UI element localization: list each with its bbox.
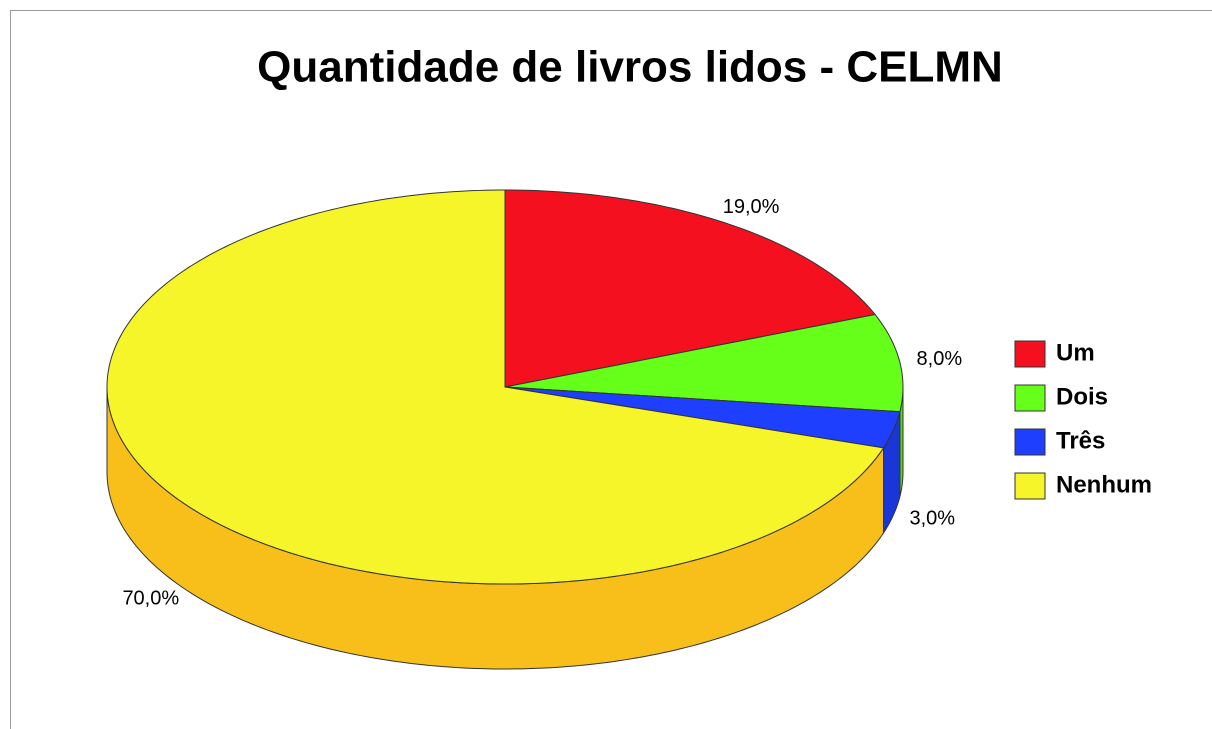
legend-label: Dois: [1056, 383, 1108, 410]
pie-slice: [504, 189, 876, 388]
pie-tops: [106, 189, 904, 585]
legend-swatch: [1014, 428, 1046, 456]
data-label: 19,0%: [723, 196, 780, 218]
data-label: 3,0%: [909, 508, 955, 530]
legend-label: Um: [1056, 339, 1095, 366]
data-label: 70,0%: [122, 588, 179, 610]
legend-swatch: [1014, 384, 1046, 412]
legend-label: Nenhum: [1056, 471, 1152, 498]
legend-swatch: [1014, 472, 1046, 500]
pie-slice: [504, 386, 901, 449]
chart-title: Quantidade de livros lidos - CELMN: [257, 43, 1003, 92]
data-label: 8,0%: [917, 348, 963, 370]
pie-slice: [504, 313, 904, 413]
legend-swatch: [1014, 340, 1046, 368]
pie-slice: [106, 189, 885, 585]
frame: [10, 10, 1212, 729]
legend-label: Três: [1056, 427, 1105, 454]
